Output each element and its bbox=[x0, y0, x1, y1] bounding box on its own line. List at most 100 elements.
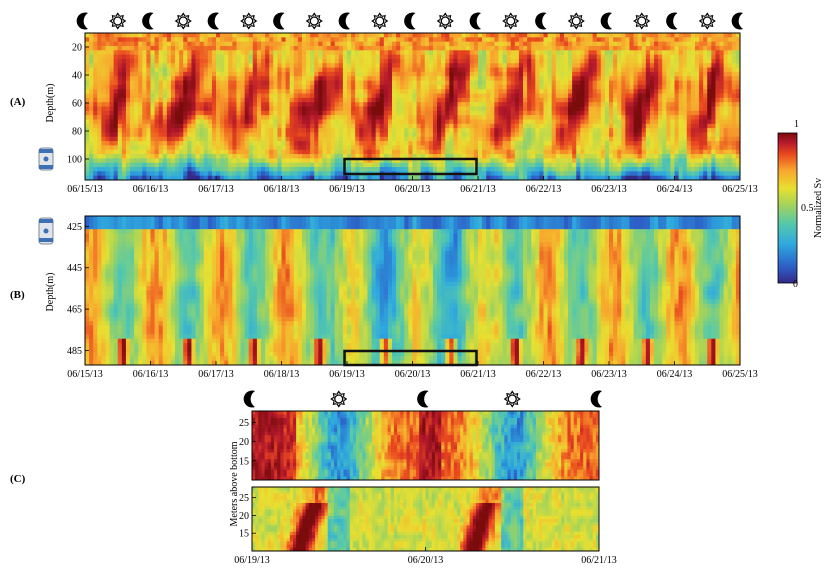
heatmap-cell bbox=[285, 145, 291, 151]
heatmap-cell bbox=[154, 171, 160, 177]
heatmap-cell bbox=[490, 63, 495, 69]
heatmap-cell bbox=[510, 97, 516, 103]
heatmap-cell bbox=[387, 132, 393, 138]
heatmap-cell bbox=[310, 63, 315, 69]
heatmap-cell bbox=[523, 37, 528, 43]
heatmap-cell bbox=[441, 162, 446, 168]
heatmap-cell bbox=[453, 45, 459, 51]
heatmap-cell bbox=[166, 158, 172, 164]
heatmap-cell bbox=[482, 123, 487, 129]
heatmap-cell bbox=[281, 102, 287, 108]
heatmap-cell bbox=[281, 145, 287, 151]
heatmap-cell bbox=[633, 54, 639, 60]
heatmap-cell bbox=[318, 41, 324, 47]
heatmap-cell bbox=[437, 89, 442, 95]
heatmap-cell bbox=[531, 167, 536, 172]
heatmap-cell bbox=[289, 93, 295, 99]
heatmap-cell bbox=[482, 145, 487, 151]
heatmap-cell bbox=[125, 80, 131, 86]
heatmap-cell bbox=[203, 76, 209, 82]
heatmap-cell bbox=[248, 145, 254, 151]
heatmap-cell bbox=[146, 45, 152, 51]
heatmap-cell bbox=[588, 132, 594, 138]
heatmap-cell bbox=[654, 154, 659, 159]
heatmap-cell bbox=[97, 97, 102, 103]
heatmap-cell bbox=[539, 58, 545, 64]
heatmap-cell bbox=[478, 37, 483, 43]
heatmap-cell bbox=[351, 106, 356, 112]
heatmap-cell bbox=[527, 132, 532, 138]
heatmap-cell bbox=[154, 141, 160, 147]
heatmap-cell bbox=[588, 136, 594, 142]
heatmap-cell bbox=[93, 110, 98, 116]
heatmap-cell bbox=[93, 141, 98, 147]
heatmap-cell bbox=[625, 54, 631, 60]
heatmap-cell bbox=[527, 162, 532, 168]
heatmap-cell bbox=[216, 123, 221, 129]
heatmap-cell bbox=[101, 102, 107, 108]
heatmap-cell bbox=[568, 45, 573, 51]
heatmap-cell bbox=[338, 123, 344, 129]
heatmap-cell bbox=[195, 71, 201, 77]
heatmap-cell bbox=[531, 89, 536, 95]
heatmap-cell bbox=[539, 45, 545, 51]
heatmap-cell bbox=[170, 84, 176, 90]
heatmap-cell bbox=[85, 115, 90, 121]
heatmap-cell bbox=[416, 132, 422, 138]
heatmap-cell bbox=[134, 119, 139, 125]
heatmap-cell bbox=[142, 80, 147, 86]
heatmap-cell bbox=[555, 136, 561, 142]
heatmap-cell bbox=[547, 67, 553, 73]
heatmap-cell bbox=[240, 175, 246, 180]
heatmap-cell bbox=[265, 37, 270, 43]
heatmap-cell bbox=[649, 80, 655, 86]
heatmap-cell bbox=[441, 115, 446, 121]
heatmap-cell bbox=[682, 50, 688, 56]
heatmap-cell bbox=[625, 110, 631, 116]
heatmap-cell bbox=[314, 132, 319, 138]
heatmap-cell bbox=[170, 41, 176, 47]
heatmap-cell bbox=[441, 37, 446, 43]
heatmap-cell bbox=[318, 154, 324, 159]
heatmap-cell bbox=[506, 132, 512, 138]
heatmap-cell bbox=[539, 145, 545, 151]
heatmap-cell bbox=[461, 37, 467, 43]
heatmap-cell bbox=[645, 149, 651, 155]
heatmap-cell bbox=[592, 45, 598, 51]
heatmap-cell bbox=[293, 149, 299, 155]
heatmap-cell bbox=[420, 41, 426, 47]
heatmap-cell bbox=[244, 63, 250, 69]
heatmap-cell bbox=[400, 158, 405, 164]
heatmap-cell bbox=[518, 132, 524, 138]
heatmap-cell bbox=[465, 115, 471, 121]
heatmap-cell bbox=[674, 128, 680, 134]
heatmap-cell bbox=[240, 50, 246, 56]
heatmap-cell bbox=[97, 136, 102, 142]
heatmap-cell bbox=[383, 102, 389, 108]
heatmap-cell bbox=[617, 162, 622, 168]
heatmap-cell bbox=[211, 162, 217, 168]
heatmap-cell bbox=[228, 67, 233, 73]
heatmap-cell bbox=[187, 58, 193, 64]
heatmap-cell bbox=[367, 58, 373, 64]
heatmap-cell bbox=[306, 67, 311, 73]
heatmap-cell bbox=[154, 33, 160, 38]
heatmap-cell bbox=[179, 154, 184, 159]
heatmap-cell bbox=[281, 162, 287, 168]
heatmap-cell bbox=[674, 50, 680, 56]
heatmap-cell bbox=[179, 145, 184, 151]
heatmap-cell bbox=[359, 123, 364, 129]
heatmap-cell bbox=[355, 58, 360, 64]
heatmap-cell bbox=[265, 93, 270, 99]
heatmap-cell bbox=[498, 80, 504, 86]
heatmap-cell bbox=[621, 41, 626, 47]
heatmap-cell bbox=[502, 45, 508, 51]
heatmap-cell bbox=[457, 115, 463, 121]
heatmap-cell bbox=[220, 175, 225, 180]
heatmap-cell bbox=[588, 119, 594, 125]
heatmap-cell bbox=[629, 158, 635, 164]
heatmap-cell bbox=[535, 154, 540, 159]
heatmap-cell bbox=[224, 97, 229, 103]
heatmap-cell bbox=[465, 71, 471, 77]
heatmap-cell bbox=[633, 41, 639, 47]
